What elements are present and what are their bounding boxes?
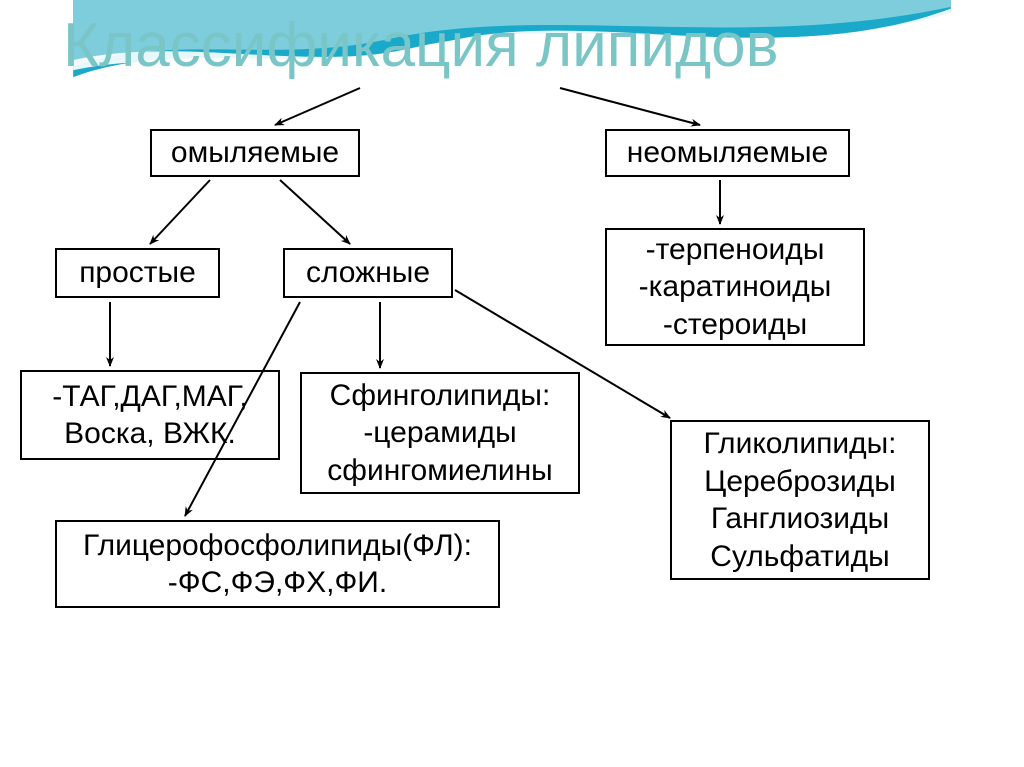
arrow-title-to-sap [275, 88, 360, 125]
box-simple-list: -ТАГ,ДАГ,МАГ,Воска, ВЖК. [20, 370, 280, 460]
box-glycerophos: Глицерофосфолипиды(ФЛ):-ФС,ФЭ,ФХ,ФИ. [55, 520, 500, 608]
box-saponifiable: омыляемые [150, 129, 360, 177]
box-complex: сложные [283, 248, 453, 298]
diagram-title: Классификация липидов [63, 10, 779, 81]
arrow-title-to-nonsap [560, 88, 700, 125]
arrow-sap-to-complex [280, 180, 350, 244]
box-glyco: Гликолипиды:ЦереброзидыГанглиозидыСульфа… [670, 420, 930, 580]
box-nonsaponifiable: неомыляемые [605, 129, 850, 177]
box-sphingo: Сфинголипиды:-церамидысфингомиелины [300, 372, 580, 494]
box-nonsap-list: -терпеноиды-каратиноиды-стероиды [605, 228, 865, 346]
box-simple: простые [55, 248, 220, 298]
arrow-sap-to-simple [150, 180, 210, 244]
